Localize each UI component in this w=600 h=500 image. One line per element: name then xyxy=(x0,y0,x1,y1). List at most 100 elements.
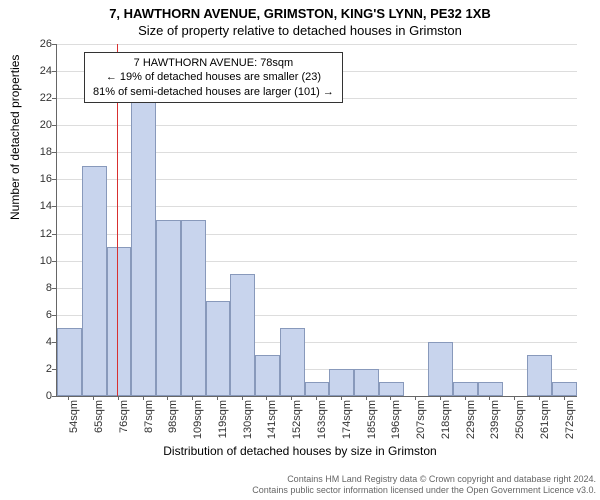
x-tick-mark xyxy=(564,396,565,400)
x-axis-label: Distribution of detached houses by size … xyxy=(0,444,600,458)
x-tick-mark xyxy=(390,396,391,400)
y-tick-label: 12 xyxy=(28,228,52,240)
x-tick-label: 218sqm xyxy=(440,400,452,440)
annotation-line-2: ← 19% of detached houses are smaller (23… xyxy=(93,70,334,84)
x-tick-mark xyxy=(291,396,292,400)
y-tick-mark xyxy=(52,396,56,397)
x-tick-mark xyxy=(118,396,119,400)
x-tick-label: 152sqm xyxy=(291,400,303,440)
bar xyxy=(230,274,255,396)
bar xyxy=(131,98,156,396)
x-tick-mark xyxy=(341,396,342,400)
x-tick-mark xyxy=(266,396,267,400)
x-tick-label: 250sqm xyxy=(514,400,526,440)
x-tick-label: 207sqm xyxy=(415,400,427,440)
bar xyxy=(107,247,132,396)
y-tick-label: 2 xyxy=(28,363,52,375)
x-tick-mark xyxy=(242,396,243,400)
bar xyxy=(206,301,231,396)
bar xyxy=(354,369,379,396)
x-tick-label: 185sqm xyxy=(366,400,378,440)
x-tick-label: 109sqm xyxy=(192,400,204,440)
x-tick-label: 54sqm xyxy=(68,400,80,440)
y-tick-mark xyxy=(52,152,56,153)
x-tick-mark xyxy=(514,396,515,400)
x-tick-mark xyxy=(93,396,94,400)
y-tick-mark xyxy=(52,179,56,180)
y-tick-label: 18 xyxy=(28,146,52,158)
x-tick-mark xyxy=(167,396,168,400)
y-tick-mark xyxy=(52,44,56,45)
bar xyxy=(527,355,552,396)
y-tick-label: 4 xyxy=(28,336,52,348)
y-tick-label: 8 xyxy=(28,282,52,294)
y-tick-mark xyxy=(52,71,56,72)
bar xyxy=(478,382,503,396)
annotation-line-3: 81% of semi-detached houses are larger (… xyxy=(93,85,334,99)
footer-line-2: Contains public sector information licen… xyxy=(0,485,596,496)
chart-title: 7, HAWTHORN AVENUE, GRIMSTON, KING'S LYN… xyxy=(0,0,600,21)
bar xyxy=(552,382,577,396)
bar xyxy=(82,166,107,396)
y-tick-mark xyxy=(52,261,56,262)
y-tick-mark xyxy=(52,234,56,235)
bar xyxy=(453,382,478,396)
bar xyxy=(428,342,453,396)
y-tick-label: 10 xyxy=(28,255,52,267)
y-tick-label: 20 xyxy=(28,119,52,131)
y-tick-label: 14 xyxy=(28,200,52,212)
chart-subtitle: Size of property relative to detached ho… xyxy=(0,21,600,38)
y-axis-label: Number of detached properties xyxy=(8,55,22,220)
x-tick-mark xyxy=(68,396,69,400)
x-tick-mark xyxy=(192,396,193,400)
y-tick-label: 26 xyxy=(28,38,52,50)
x-tick-label: 261sqm xyxy=(539,400,551,440)
y-tick-label: 22 xyxy=(28,92,52,104)
x-tick-mark xyxy=(465,396,466,400)
grid-line xyxy=(57,44,577,45)
bar xyxy=(255,355,280,396)
x-tick-label: 65sqm xyxy=(93,400,105,440)
y-tick-mark xyxy=(52,288,56,289)
x-tick-mark xyxy=(440,396,441,400)
x-tick-label: 174sqm xyxy=(341,400,353,440)
y-tick-mark xyxy=(52,206,56,207)
x-tick-mark xyxy=(316,396,317,400)
x-tick-label: 98sqm xyxy=(167,400,179,440)
x-tick-mark xyxy=(539,396,540,400)
x-tick-mark xyxy=(143,396,144,400)
y-tick-label: 0 xyxy=(28,390,52,402)
y-tick-label: 16 xyxy=(28,173,52,185)
y-tick-label: 24 xyxy=(28,65,52,77)
x-tick-label: 130sqm xyxy=(242,400,254,440)
x-tick-label: 272sqm xyxy=(564,400,576,440)
y-tick-mark xyxy=(52,369,56,370)
y-tick-mark xyxy=(52,125,56,126)
x-tick-label: 163sqm xyxy=(316,400,328,440)
bar xyxy=(329,369,354,396)
x-tick-mark xyxy=(489,396,490,400)
y-tick-mark xyxy=(52,98,56,99)
x-tick-label: 196sqm xyxy=(390,400,402,440)
x-tick-label: 119sqm xyxy=(217,400,229,440)
chart-container: 7, HAWTHORN AVENUE, GRIMSTON, KING'S LYN… xyxy=(0,0,600,500)
bar xyxy=(181,220,206,396)
x-tick-label: 239sqm xyxy=(489,400,501,440)
y-tick-label: 6 xyxy=(28,309,52,321)
x-tick-mark xyxy=(366,396,367,400)
y-tick-mark xyxy=(52,342,56,343)
bar xyxy=(305,382,330,396)
footer: Contains HM Land Registry data © Crown c… xyxy=(0,474,600,496)
footer-line-1: Contains HM Land Registry data © Crown c… xyxy=(0,474,596,485)
x-tick-label: 229sqm xyxy=(465,400,477,440)
bar xyxy=(280,328,305,396)
x-tick-mark xyxy=(415,396,416,400)
bar xyxy=(379,382,404,396)
annotation-line-1: 7 HAWTHORN AVENUE: 78sqm xyxy=(93,56,334,70)
bar xyxy=(156,220,181,396)
annotation-box: 7 HAWTHORN AVENUE: 78sqm ← 19% of detach… xyxy=(84,52,343,103)
x-tick-label: 76sqm xyxy=(118,400,130,440)
x-tick-label: 141sqm xyxy=(266,400,278,440)
y-tick-mark xyxy=(52,315,56,316)
x-tick-mark xyxy=(217,396,218,400)
